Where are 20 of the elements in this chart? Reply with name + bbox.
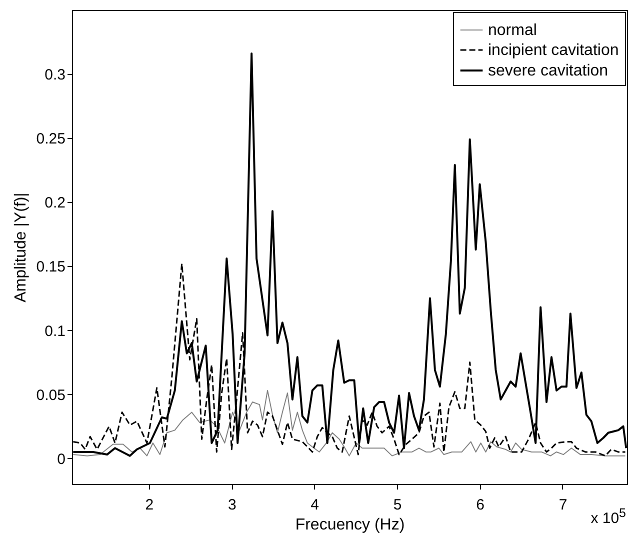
- y-tick-label: 0.1: [44, 322, 66, 340]
- y-axis-title: Amplitude |Y(f)|: [12, 192, 30, 302]
- y-tick-label: 0.3: [44, 66, 66, 84]
- legend-label: normal: [488, 22, 537, 39]
- text: x 10$^{5}$: [590, 505, 626, 528]
- line-series: [72, 390, 626, 456]
- x-tick-label: 5: [393, 496, 402, 514]
- y-tick-label: 0.25: [36, 130, 66, 148]
- y-tick-label: 0.2: [44, 194, 66, 212]
- legend-label: severe cavitation: [488, 62, 608, 80]
- x-tick-label: 4: [310, 496, 320, 514]
- x-tick-label: 3: [228, 496, 236, 514]
- x-tick-label: 6: [476, 496, 484, 514]
- x-axis-title: Frecuency (Hz): [295, 516, 405, 534]
- y-tick-label: 0: [57, 450, 66, 468]
- x-tick-label: 7: [558, 496, 568, 514]
- y-tick-label: 0.05: [36, 386, 66, 404]
- y-tick-label: 0.15: [36, 258, 66, 276]
- x-tick-label: 2: [145, 496, 154, 514]
- legend-label: incipient cavitation: [488, 42, 619, 59]
